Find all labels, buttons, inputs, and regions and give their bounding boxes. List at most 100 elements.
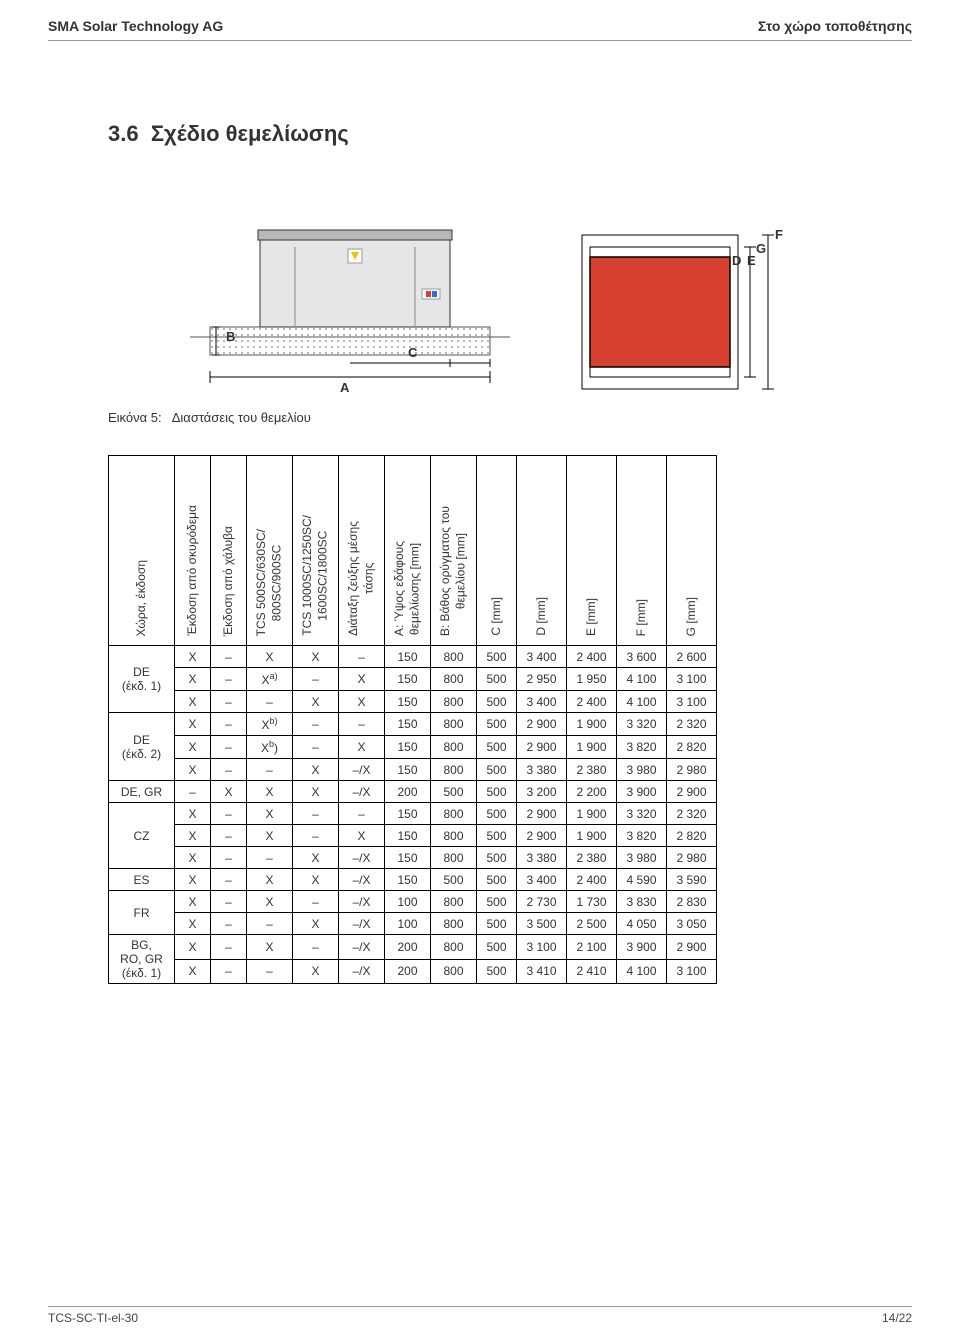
data-cell: –: [211, 935, 247, 960]
data-cell: Xb): [247, 736, 293, 759]
data-cell: X: [293, 847, 339, 869]
data-cell: 1 900: [567, 736, 617, 759]
data-cell: –: [339, 646, 385, 668]
data-cell: 3 980: [617, 759, 667, 781]
data-cell: –: [211, 825, 247, 847]
data-cell: 2 320: [667, 713, 717, 736]
data-cell: 800: [431, 668, 477, 691]
data-cell: X: [339, 736, 385, 759]
data-cell: X: [339, 691, 385, 713]
dim-label-D: D: [732, 253, 741, 268]
data-cell: 2 400: [567, 869, 617, 891]
country-cell: DE(έκδ. 2): [109, 713, 175, 781]
data-cell: 4 590: [617, 869, 667, 891]
table-row: X––X–/X1508005003 3802 3803 9802 980: [109, 759, 717, 781]
data-cell: –/X: [339, 869, 385, 891]
data-cell: 800: [431, 847, 477, 869]
data-cell: 1 950: [567, 668, 617, 691]
figure-row: A B C D E F G: [108, 177, 852, 400]
data-cell: –: [293, 713, 339, 736]
data-cell: X: [247, 891, 293, 913]
table-row: X–Xa)–X1508005002 9501 9504 1003 100: [109, 668, 717, 691]
foundation-dimensions-table: Χώρα, έκδοσηΈκδοση από σκυρόδεμαΈκδοση α…: [108, 455, 717, 984]
data-cell: X: [175, 847, 211, 869]
data-cell: –: [247, 691, 293, 713]
data-cell: 150: [385, 736, 431, 759]
data-cell: X: [175, 891, 211, 913]
data-cell: 500: [477, 935, 517, 960]
data-cell: X: [293, 869, 339, 891]
data-cell: –/X: [339, 959, 385, 984]
table-row: X––X–/X1508005003 3802 3803 9802 980: [109, 847, 717, 869]
data-cell: –: [211, 646, 247, 668]
data-cell: X: [175, 959, 211, 984]
data-cell: 800: [431, 959, 477, 984]
data-cell: 3 050: [667, 913, 717, 935]
figure-caption-prefix: Εικόνα 5:: [108, 410, 162, 425]
data-cell: 2 730: [517, 891, 567, 913]
data-cell: X: [247, 825, 293, 847]
data-cell: 3 600: [617, 646, 667, 668]
data-cell: 3 100: [667, 668, 717, 691]
table-column-header: TCS 1000SC/1250SC/1600SC/1800SC: [293, 456, 339, 646]
data-cell: –/X: [339, 891, 385, 913]
dim-label-G: G: [756, 241, 766, 256]
header-location: Στο χώρο τοποθέτησης: [758, 18, 912, 34]
figure-side-elevation: A B C: [150, 177, 530, 400]
data-cell: 800: [431, 691, 477, 713]
data-cell: 2 980: [667, 847, 717, 869]
data-cell: 2 820: [667, 825, 717, 847]
data-cell: 800: [431, 736, 477, 759]
data-cell: X: [247, 803, 293, 825]
data-cell: X: [293, 781, 339, 803]
table-row: CZX–X––1508005002 9001 9003 3202 320: [109, 803, 717, 825]
data-cell: 800: [431, 759, 477, 781]
data-cell: 3 380: [517, 759, 567, 781]
data-cell: 3 200: [517, 781, 567, 803]
data-cell: 4 100: [617, 668, 667, 691]
table-column-header: Έκδοση από σκυρόδεμα: [175, 456, 211, 646]
data-cell: X: [293, 646, 339, 668]
data-cell: X: [293, 959, 339, 984]
table-row: DE(έκδ. 1)X–XX–1508005003 4002 4003 6002…: [109, 646, 717, 668]
data-cell: 800: [431, 891, 477, 913]
column-header-label: Έκδοση από χάλυβα: [221, 526, 237, 636]
data-cell: 2 500: [567, 913, 617, 935]
data-cell: 3 820: [617, 736, 667, 759]
data-cell: 3 500: [517, 913, 567, 935]
column-header-label: C [mm]: [489, 597, 505, 636]
data-cell: –: [211, 869, 247, 891]
data-cell: 500: [477, 913, 517, 935]
data-cell: 150: [385, 825, 431, 847]
data-cell: –: [211, 668, 247, 691]
table-row: DE(έκδ. 2)X–Xb)––1508005002 9001 9003 32…: [109, 713, 717, 736]
data-cell: 3 900: [617, 935, 667, 960]
dim-label-E: E: [747, 253, 756, 268]
data-cell: 100: [385, 891, 431, 913]
data-cell: 2 950: [517, 668, 567, 691]
data-cell: 3 590: [667, 869, 717, 891]
column-header-label: G [mm]: [684, 597, 700, 636]
country-cell: ES: [109, 869, 175, 891]
table-column-header: Α: Ύψος εδάφουςθεμελίωσης [mm]: [385, 456, 431, 646]
data-cell: 200: [385, 781, 431, 803]
data-cell: 3 320: [617, 713, 667, 736]
country-cell: BG,RO, GR(έκδ. 1): [109, 935, 175, 984]
data-cell: 3 900: [617, 781, 667, 803]
data-cell: X: [247, 781, 293, 803]
data-cell: 200: [385, 935, 431, 960]
data-cell: 150: [385, 869, 431, 891]
header-company: SMA Solar Technology AG: [48, 18, 223, 34]
data-cell: 1 900: [567, 803, 617, 825]
data-cell: 800: [431, 913, 477, 935]
data-cell: 500: [477, 847, 517, 869]
data-cell: –/X: [339, 847, 385, 869]
data-cell: 800: [431, 825, 477, 847]
data-cell: X: [175, 668, 211, 691]
data-cell: –: [247, 913, 293, 935]
column-header-label: Διάταξη ζεύξης μέσηςτάσης: [346, 521, 377, 636]
data-cell: X: [175, 713, 211, 736]
data-cell: –: [293, 803, 339, 825]
data-cell: 500: [477, 759, 517, 781]
data-cell: 500: [477, 869, 517, 891]
